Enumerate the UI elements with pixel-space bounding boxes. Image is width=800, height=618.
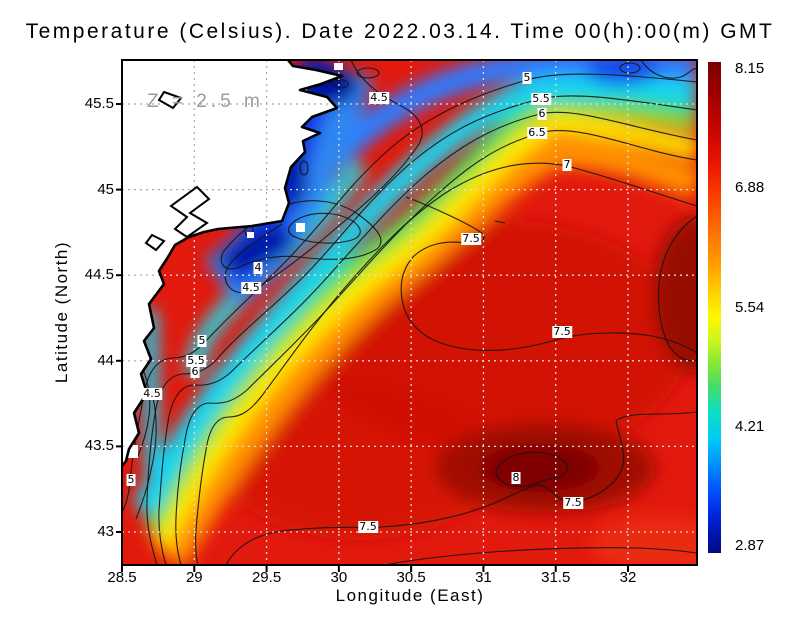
depth-annotation: Z = 2.5 m — [147, 91, 264, 112]
contour-label: 5 — [126, 473, 136, 486]
contour-label: 7.5 — [563, 496, 583, 509]
x-tick-label: 28.5 — [107, 569, 137, 586]
x-tick-label: 31.5 — [541, 569, 571, 586]
coastline — [120, 59, 344, 467]
colorbar-tick-label: 8.15 — [735, 60, 765, 77]
y-tick-label: 44 — [97, 351, 114, 369]
contour-label: 5.5 — [186, 354, 206, 367]
contour-lines — [122, 60, 697, 565]
contour-label: 4.5 — [241, 281, 261, 294]
y-tick-label: 44.5 — [84, 266, 114, 284]
x-axis-label: Longitude (East) — [335, 586, 485, 605]
colorbar-tick-label: 4.21 — [735, 417, 765, 435]
contour-label: 5.5 — [531, 92, 551, 105]
contour-label: 4.5 — [369, 91, 389, 104]
x-tick-label: 30.5 — [396, 569, 426, 586]
colorbar-tick-label: 6.88 — [735, 179, 765, 197]
temperature-field — [122, 60, 697, 565]
contour-label: 8 — [511, 471, 521, 484]
x-tick-label: 30 — [330, 569, 348, 586]
y-tick-label: 43 — [97, 523, 114, 540]
contour-label: 6.5 — [527, 126, 547, 139]
y-tick-label: 45 — [97, 180, 114, 198]
land-mass — [122, 60, 342, 466]
y-tick-label: 45.5 — [84, 95, 114, 112]
x-tick-label: 31 — [475, 569, 492, 586]
contour-label: 7 — [562, 158, 572, 171]
x-tick-label: 29.5 — [251, 569, 282, 586]
contour-label: 5 — [522, 71, 532, 84]
y-tick-label: 43.5 — [84, 437, 114, 455]
contour-label: 7.5 — [358, 520, 378, 533]
contour-label: 4.5 — [142, 387, 162, 400]
colorbar-tick-label: 2.87 — [735, 537, 765, 554]
plot-title: Temperature (Celsius). Date 2022.03.14. … — [25, 20, 775, 43]
x-tick-label: 29 — [185, 569, 203, 586]
colorbar-tick-label: 5.54 — [735, 298, 765, 316]
colorbar — [708, 62, 721, 553]
contour-label: 5 — [197, 334, 207, 347]
contour-label: 7.5 — [461, 232, 481, 245]
x-tick-label: 32 — [619, 569, 637, 586]
contour-label: 4 — [253, 261, 263, 274]
contour-label: 7.5 — [552, 325, 572, 338]
contour-label: 6 — [190, 365, 200, 378]
plot-border — [121, 59, 698, 566]
contour-label: 6 — [537, 107, 547, 120]
